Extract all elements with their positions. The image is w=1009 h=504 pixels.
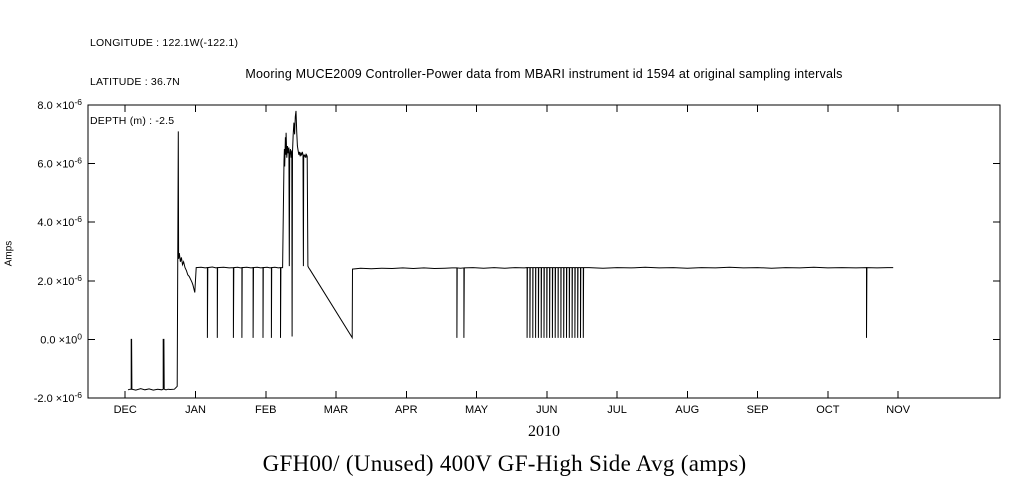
longitude-label: LONGITUDE : 122.1W(-122.1): [90, 37, 239, 49]
x-tick-label: OCT: [816, 404, 840, 416]
x-tick-label: JUN: [536, 404, 557, 416]
x-axis-year-label: 2010: [528, 423, 560, 440]
y-tick-label: 6.0 ×10-6: [37, 156, 82, 171]
y-tick-label: -2.0 ×10-6: [34, 390, 83, 405]
depth-label: DEPTH (m) : -2.5: [90, 115, 175, 127]
x-tick-label: NOV: [886, 404, 911, 416]
x-tick-label: MAR: [324, 404, 349, 416]
plot-frame: [87, 104, 1001, 399]
y-tick-label: 8.0 ×10-6: [37, 97, 82, 112]
chart-title: Mooring MUCE2009 Controller-Power data f…: [245, 67, 843, 81]
y-tick-label: 4.0 ×10-6: [37, 214, 82, 229]
latitude-label: LATITUDE : 36.7N: [90, 76, 180, 88]
x-tick-label: JUL: [607, 404, 627, 416]
x-tick-label: JAN: [185, 404, 206, 416]
y-tick-label: 0.0 ×100: [40, 331, 82, 346]
x-tick-label: DEC: [114, 404, 137, 416]
x-tick-label: SEP: [747, 404, 769, 416]
y-tick-label: 2.0 ×10-6: [37, 273, 82, 288]
x-tick-label: AUG: [675, 404, 699, 416]
x-tick-label: FEB: [255, 404, 276, 416]
time-series-line: [127, 110, 894, 391]
location-metadata: LONGITUDE : 122.1W(-122.1) LATITUDE : 36…: [90, 11, 238, 154]
x-tick-label: MAY: [465, 404, 489, 416]
figure-caption: GFH00/ (Unused) 400V GF-High Side Avg (a…: [262, 451, 747, 476]
x-tick-label: APR: [395, 404, 418, 416]
